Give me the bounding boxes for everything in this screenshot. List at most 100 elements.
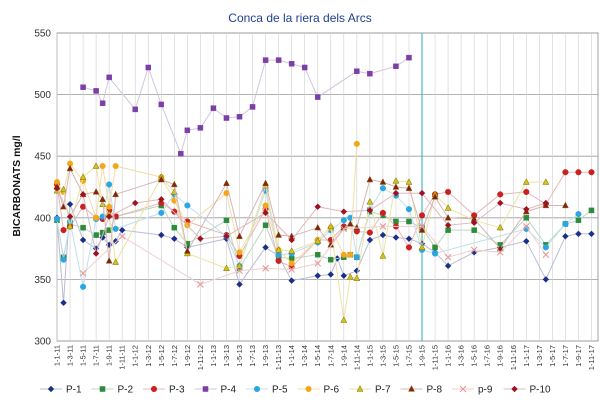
- data-point: [444, 253, 452, 261]
- y-axis-label: BICARBONATS mg/l: [11, 135, 23, 236]
- data-point: [444, 204, 452, 211]
- legend-item: P-4: [194, 385, 237, 396]
- data-point: [80, 283, 87, 290]
- data-point: [523, 188, 530, 195]
- legend-marker: [202, 386, 209, 392]
- data-point: [223, 217, 230, 224]
- data-point: [99, 163, 106, 170]
- data-point: [106, 181, 113, 188]
- data-point: [470, 246, 478, 254]
- data-point: [561, 201, 569, 209]
- legend: P-1 P-2 P-3 P-4 P-5 P-6 P-7 P-8 p-9 P-10: [40, 385, 551, 396]
- data-point: [497, 191, 504, 198]
- data-point: [588, 207, 595, 214]
- data-point: [354, 68, 360, 74]
- data-point: [99, 195, 107, 202]
- legend-label: P-3: [169, 385, 185, 396]
- data-point: [392, 177, 400, 184]
- data-point: [132, 106, 138, 113]
- data-point: [523, 205, 530, 213]
- legend-label: P-4: [221, 385, 237, 396]
- data-point: [79, 236, 87, 244]
- x-tick-label: 1-5-17: [548, 345, 557, 367]
- data-point: [145, 64, 152, 71]
- data-point: [379, 223, 387, 230]
- data-point: [405, 244, 413, 251]
- data-point: [542, 199, 550, 207]
- data-point: [236, 262, 243, 269]
- legend-item: p-9: [452, 385, 493, 396]
- y-tick-label: 400: [34, 213, 51, 224]
- legend-item: P-2: [91, 385, 134, 396]
- data-point: [236, 267, 243, 275]
- data-point: [178, 150, 184, 157]
- data-point: [496, 244, 504, 252]
- data-point: [328, 256, 334, 263]
- x-tick-label: 1-5-15: [391, 345, 400, 367]
- data-point: [112, 258, 120, 265]
- chart-title: Conca de la riera dels Arcs: [228, 11, 371, 25]
- data-point: [392, 189, 400, 197]
- data-point: [112, 190, 120, 198]
- legend-label: P-10: [530, 385, 552, 396]
- data-point: [197, 280, 204, 288]
- legend-label: p-9: [478, 385, 493, 396]
- data-point: [262, 222, 269, 228]
- x-tick-label: 1-9-16: [496, 345, 505, 367]
- data-point: [275, 57, 282, 63]
- data-point: [262, 264, 269, 272]
- legend-marker: [511, 385, 518, 393]
- data-point: [327, 271, 335, 278]
- data-point: [575, 217, 582, 224]
- axis-layer: 300 350 400 450 500 550 1-1-11 1-3-11 1-5-11 1-7-…: [34, 29, 596, 371]
- data-point: [118, 232, 126, 240]
- data-point: [112, 225, 119, 232]
- legend-item: P-10: [503, 385, 552, 396]
- data-point: [367, 70, 373, 77]
- data-point: [340, 316, 348, 323]
- data-point: [366, 175, 374, 183]
- data-point: [60, 227, 67, 234]
- x-tick-label: 1-5-14: [313, 345, 322, 367]
- data-point: [445, 188, 452, 195]
- x-tick-label: 1-9-12: [183, 345, 192, 367]
- data-point: [431, 193, 439, 200]
- x-tick-label: 1-3-16: [457, 345, 466, 367]
- data-point: [406, 54, 412, 61]
- x-tick-label: 1-1-14: [287, 345, 296, 367]
- y-tick-label: 350: [34, 275, 51, 286]
- data-point: [236, 281, 243, 288]
- x-tick-label: 1-3-11: [66, 345, 75, 366]
- data-point: [418, 226, 426, 233]
- data-point: [93, 232, 99, 238]
- x-tick-label: 1-5-11: [79, 345, 88, 366]
- series-p-9: [79, 223, 550, 288]
- data-point: [340, 251, 347, 258]
- data-point: [444, 221, 452, 229]
- data-point: [236, 249, 243, 256]
- legend-marker: [99, 386, 106, 392]
- x-tick-label: 1-3-12: [144, 345, 153, 367]
- data-point: [105, 213, 113, 220]
- x-tick-label: 1-1-11: [53, 345, 62, 366]
- data-point: [418, 223, 426, 230]
- x-tick-label: 1-11-13: [274, 345, 283, 370]
- data-point: [340, 208, 348, 215]
- data-point: [347, 251, 354, 258]
- x-tick-label: 1-1-15: [365, 345, 374, 367]
- data-point: [366, 207, 374, 214]
- x-tick-label: 1-5-16: [470, 345, 479, 367]
- data-point: [418, 189, 426, 197]
- x-tick-label: 1-7-17: [561, 345, 570, 367]
- data-point: [432, 244, 438, 251]
- legend-item: P-8: [400, 385, 443, 396]
- data-point: [158, 231, 165, 239]
- data-point: [406, 218, 412, 225]
- data-point: [314, 237, 322, 244]
- data-point: [353, 274, 361, 281]
- data-point: [66, 222, 74, 230]
- data-point: [470, 219, 478, 227]
- data-point: [392, 234, 400, 241]
- data-point: [184, 127, 191, 134]
- data-point: [542, 251, 550, 259]
